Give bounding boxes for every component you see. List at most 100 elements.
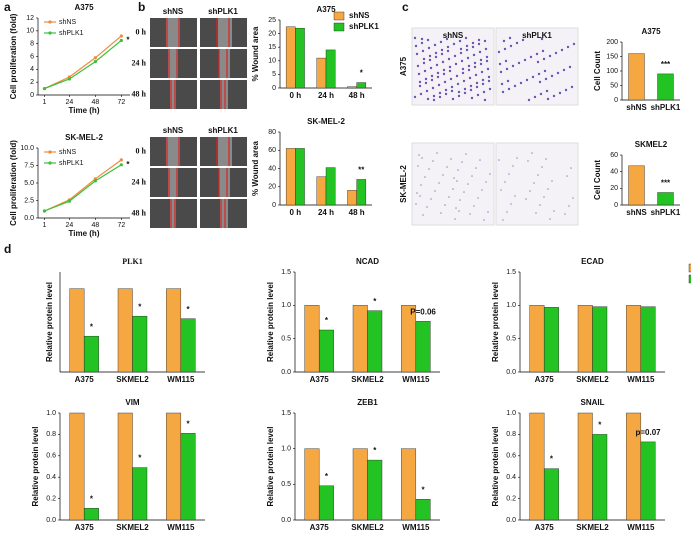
cell-dot — [505, 67, 509, 71]
annotation: * — [550, 455, 554, 464]
bar — [577, 412, 593, 521]
cell-dot — [509, 44, 513, 48]
bar — [529, 412, 545, 521]
cell-dot — [429, 66, 433, 70]
cell-dot — [460, 59, 464, 63]
x-tick-label: WM115 — [167, 375, 195, 384]
y-tick-label: 0.4 — [506, 474, 516, 481]
cell-dot — [471, 175, 473, 177]
annotation: * — [422, 485, 426, 494]
cell-dot — [468, 76, 472, 80]
x-axis-label: Time (h) — [69, 229, 100, 238]
cell-dot — [421, 157, 423, 159]
cell-dot — [535, 52, 539, 56]
y-tick-label: 10.0 — [20, 145, 34, 152]
y-tick-label: 15 — [268, 44, 276, 51]
bar — [401, 448, 417, 521]
annotation: * — [373, 297, 377, 306]
cell-dot — [508, 173, 510, 175]
bar — [304, 305, 320, 373]
bar — [529, 305, 545, 373]
cell-dot — [454, 62, 458, 66]
wound-gap — [166, 137, 180, 166]
cell-dot — [414, 44, 418, 48]
cell-dot — [485, 181, 487, 183]
chart-title: A375 — [74, 3, 94, 12]
y-tick-label: 0 — [30, 92, 34, 99]
y-tick-label: 1.0 — [281, 446, 291, 453]
x-tick-label: SKMEL2 — [351, 375, 384, 384]
x-tick-label: SKMEL2 — [576, 375, 609, 384]
wound-gap — [168, 49, 178, 78]
cell-dot — [570, 85, 574, 89]
cell-dot — [467, 64, 471, 68]
cell-dot — [529, 55, 533, 59]
point — [42, 86, 47, 91]
cell-dot — [501, 90, 505, 94]
cell-dot — [465, 153, 467, 155]
y-axis-label: Cell Count — [593, 160, 602, 200]
cell-dot — [434, 190, 436, 192]
cell-dot — [421, 49, 425, 53]
y-tick-label: 0.4 — [46, 474, 56, 481]
x-tick-label: 1 — [43, 222, 47, 229]
point — [93, 179, 97, 183]
cell-dot — [481, 82, 485, 86]
y-tick-label: 1.0 — [281, 302, 291, 309]
bar — [657, 192, 674, 206]
cell-dot — [424, 81, 428, 85]
wound-gap — [166, 18, 180, 47]
cell-dot — [446, 49, 450, 53]
cell-dot — [413, 95, 417, 99]
cell-dot — [516, 157, 518, 159]
cell-dot — [477, 38, 481, 42]
cell-dot — [473, 205, 475, 207]
cell-dot — [568, 205, 570, 207]
bar — [657, 73, 674, 101]
cell-dot — [483, 39, 487, 43]
y-tick-label: 0.0 — [506, 369, 516, 376]
chart-title: VIM — [125, 398, 140, 407]
cell-dot — [548, 54, 552, 58]
annotation: * — [325, 316, 329, 325]
cell-dot — [418, 80, 422, 84]
legend-label: shNS — [59, 19, 76, 26]
bar — [640, 306, 656, 373]
wound-gap — [220, 199, 228, 228]
cell-dot — [546, 97, 550, 101]
x-tick-label: SKMEL2 — [116, 375, 149, 384]
cell-dot — [428, 168, 430, 170]
cell-dot — [498, 159, 500, 161]
y-tick-label: 12 — [26, 15, 34, 22]
chart-title: SKMEL2 — [635, 140, 668, 149]
chart-title: A375 — [641, 27, 661, 36]
cell-dot — [462, 79, 466, 83]
series-line — [44, 164, 122, 212]
y-tick-label: 6 — [30, 53, 34, 60]
cell-dot — [545, 158, 547, 160]
x-tick-label: SKMEL2 — [116, 523, 149, 532]
cell-dot — [448, 69, 452, 73]
y-tick-label: 2 — [30, 79, 34, 86]
annotation: * — [126, 160, 130, 169]
x-tick-label: 24 — [65, 99, 73, 106]
bar — [180, 433, 196, 521]
cell-dot — [415, 203, 417, 205]
annotation: * — [598, 421, 602, 430]
cell-dot — [478, 50, 482, 54]
cell-dot — [450, 89, 454, 93]
cell-dot — [504, 181, 506, 183]
cell-dot — [536, 60, 540, 64]
transwell-image — [495, 142, 579, 226]
x-tick-label: A375 — [75, 523, 95, 532]
cell-dot — [455, 74, 459, 78]
cell-dot — [469, 88, 473, 92]
y-tick-label: 0.6 — [506, 453, 516, 460]
cell-dot — [453, 177, 455, 179]
cell-dot — [446, 45, 450, 49]
y-tick-label: 0 — [272, 202, 276, 209]
cell-dot — [432, 94, 436, 98]
cell-dot — [452, 42, 456, 46]
cell-dot — [477, 197, 479, 199]
